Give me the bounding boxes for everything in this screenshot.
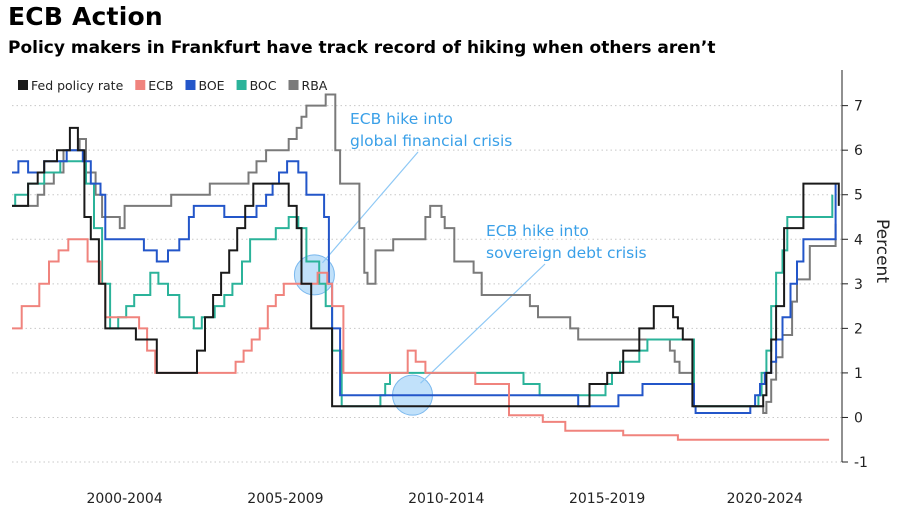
x-tick-label: 2015-2019 bbox=[569, 491, 645, 507]
series-lines bbox=[12, 93, 840, 441]
series-line-ecb bbox=[12, 238, 830, 441]
y-tick-label: 6 bbox=[854, 143, 863, 159]
legend: Fed policy rate ECB BOE BOC RBA bbox=[12, 75, 328, 97]
y-tick-label: 1 bbox=[854, 366, 863, 382]
legend-label: BOC bbox=[250, 78, 277, 93]
annotation-highlight-circle bbox=[293, 254, 335, 296]
legend-swatch bbox=[236, 80, 247, 90]
legend-label: RBA bbox=[302, 78, 328, 93]
x-tick-label: 2020-2024 bbox=[727, 491, 803, 507]
series-line-fed-policy-rate bbox=[12, 126, 840, 408]
annotation-text: sovereign debt crisis bbox=[486, 244, 647, 262]
y-tick-label: 3 bbox=[854, 277, 863, 293]
x-tick-label: 2000-2004 bbox=[86, 491, 162, 507]
annotation-leader-line bbox=[420, 263, 546, 384]
legend-label: ECB bbox=[148, 78, 173, 93]
y-tick-label: 5 bbox=[854, 188, 863, 204]
y-tick-label: 2 bbox=[854, 321, 863, 337]
annotation-text: ECB hike into bbox=[350, 110, 453, 128]
legend-swatch bbox=[18, 80, 28, 90]
chart-subtitle: Policy makers in Frankfurt have track re… bbox=[8, 38, 716, 58]
y-tick-label: 0 bbox=[854, 410, 863, 426]
series-line-boe bbox=[12, 149, 837, 414]
legend-swatch bbox=[135, 80, 146, 90]
annotation-text: ECB hike into bbox=[486, 222, 589, 240]
series-line-boc bbox=[12, 160, 834, 408]
y-tick-label: 4 bbox=[854, 232, 863, 248]
annotations: ECB hike into global financial crisis ECB … bbox=[293, 110, 647, 416]
legend-label: BOE bbox=[198, 78, 224, 93]
x-tick-label: 2010-2014 bbox=[408, 491, 484, 507]
legend-label: Fed policy rate bbox=[31, 78, 124, 93]
axes: -1 0 1 2 3 4 5 6 7 Percent 2000-2004 2005-2009 2010-… bbox=[86, 70, 892, 507]
legend-swatch bbox=[185, 80, 196, 90]
x-tick-label: 2005-2009 bbox=[247, 491, 323, 507]
chart-title: ECB Action bbox=[8, 2, 163, 31]
y-axis-label: Percent bbox=[872, 219, 892, 283]
legend-swatch bbox=[288, 80, 299, 90]
annotation-text: global financial crisis bbox=[350, 132, 512, 150]
y-tick-label: 7 bbox=[854, 99, 863, 115]
annotation-leader-line bbox=[321, 151, 419, 264]
y-tick-label: -1 bbox=[854, 455, 868, 471]
